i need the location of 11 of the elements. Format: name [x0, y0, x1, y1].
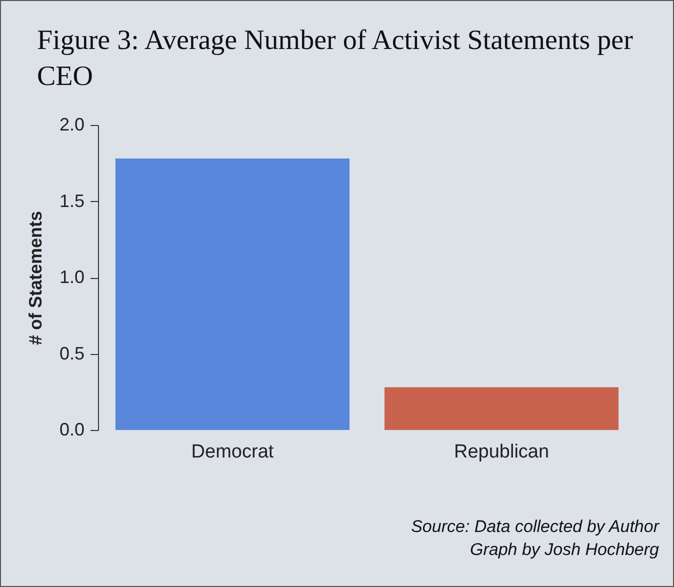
x-tick-label: Republican: [454, 442, 550, 462]
y-tick-label: 1.0: [59, 267, 84, 287]
text: Graph by Josh Hochberg: [469, 539, 659, 561]
chart-title: Figure 3: Average Number of Activist Statements per CEO: [37, 24, 634, 94]
y-tick-label: 2.0: [59, 114, 84, 134]
y-tick-label: 0.5: [59, 343, 84, 364]
x-tick-label: Democrat: [191, 442, 274, 462]
source-note: Source: Data collected by Author: [411, 516, 659, 538]
y-axis-title: # of Statements: [25, 210, 46, 346]
y-tick-label: 0.0: [59, 420, 84, 440]
y-tick-label: 1.5: [59, 190, 84, 211]
